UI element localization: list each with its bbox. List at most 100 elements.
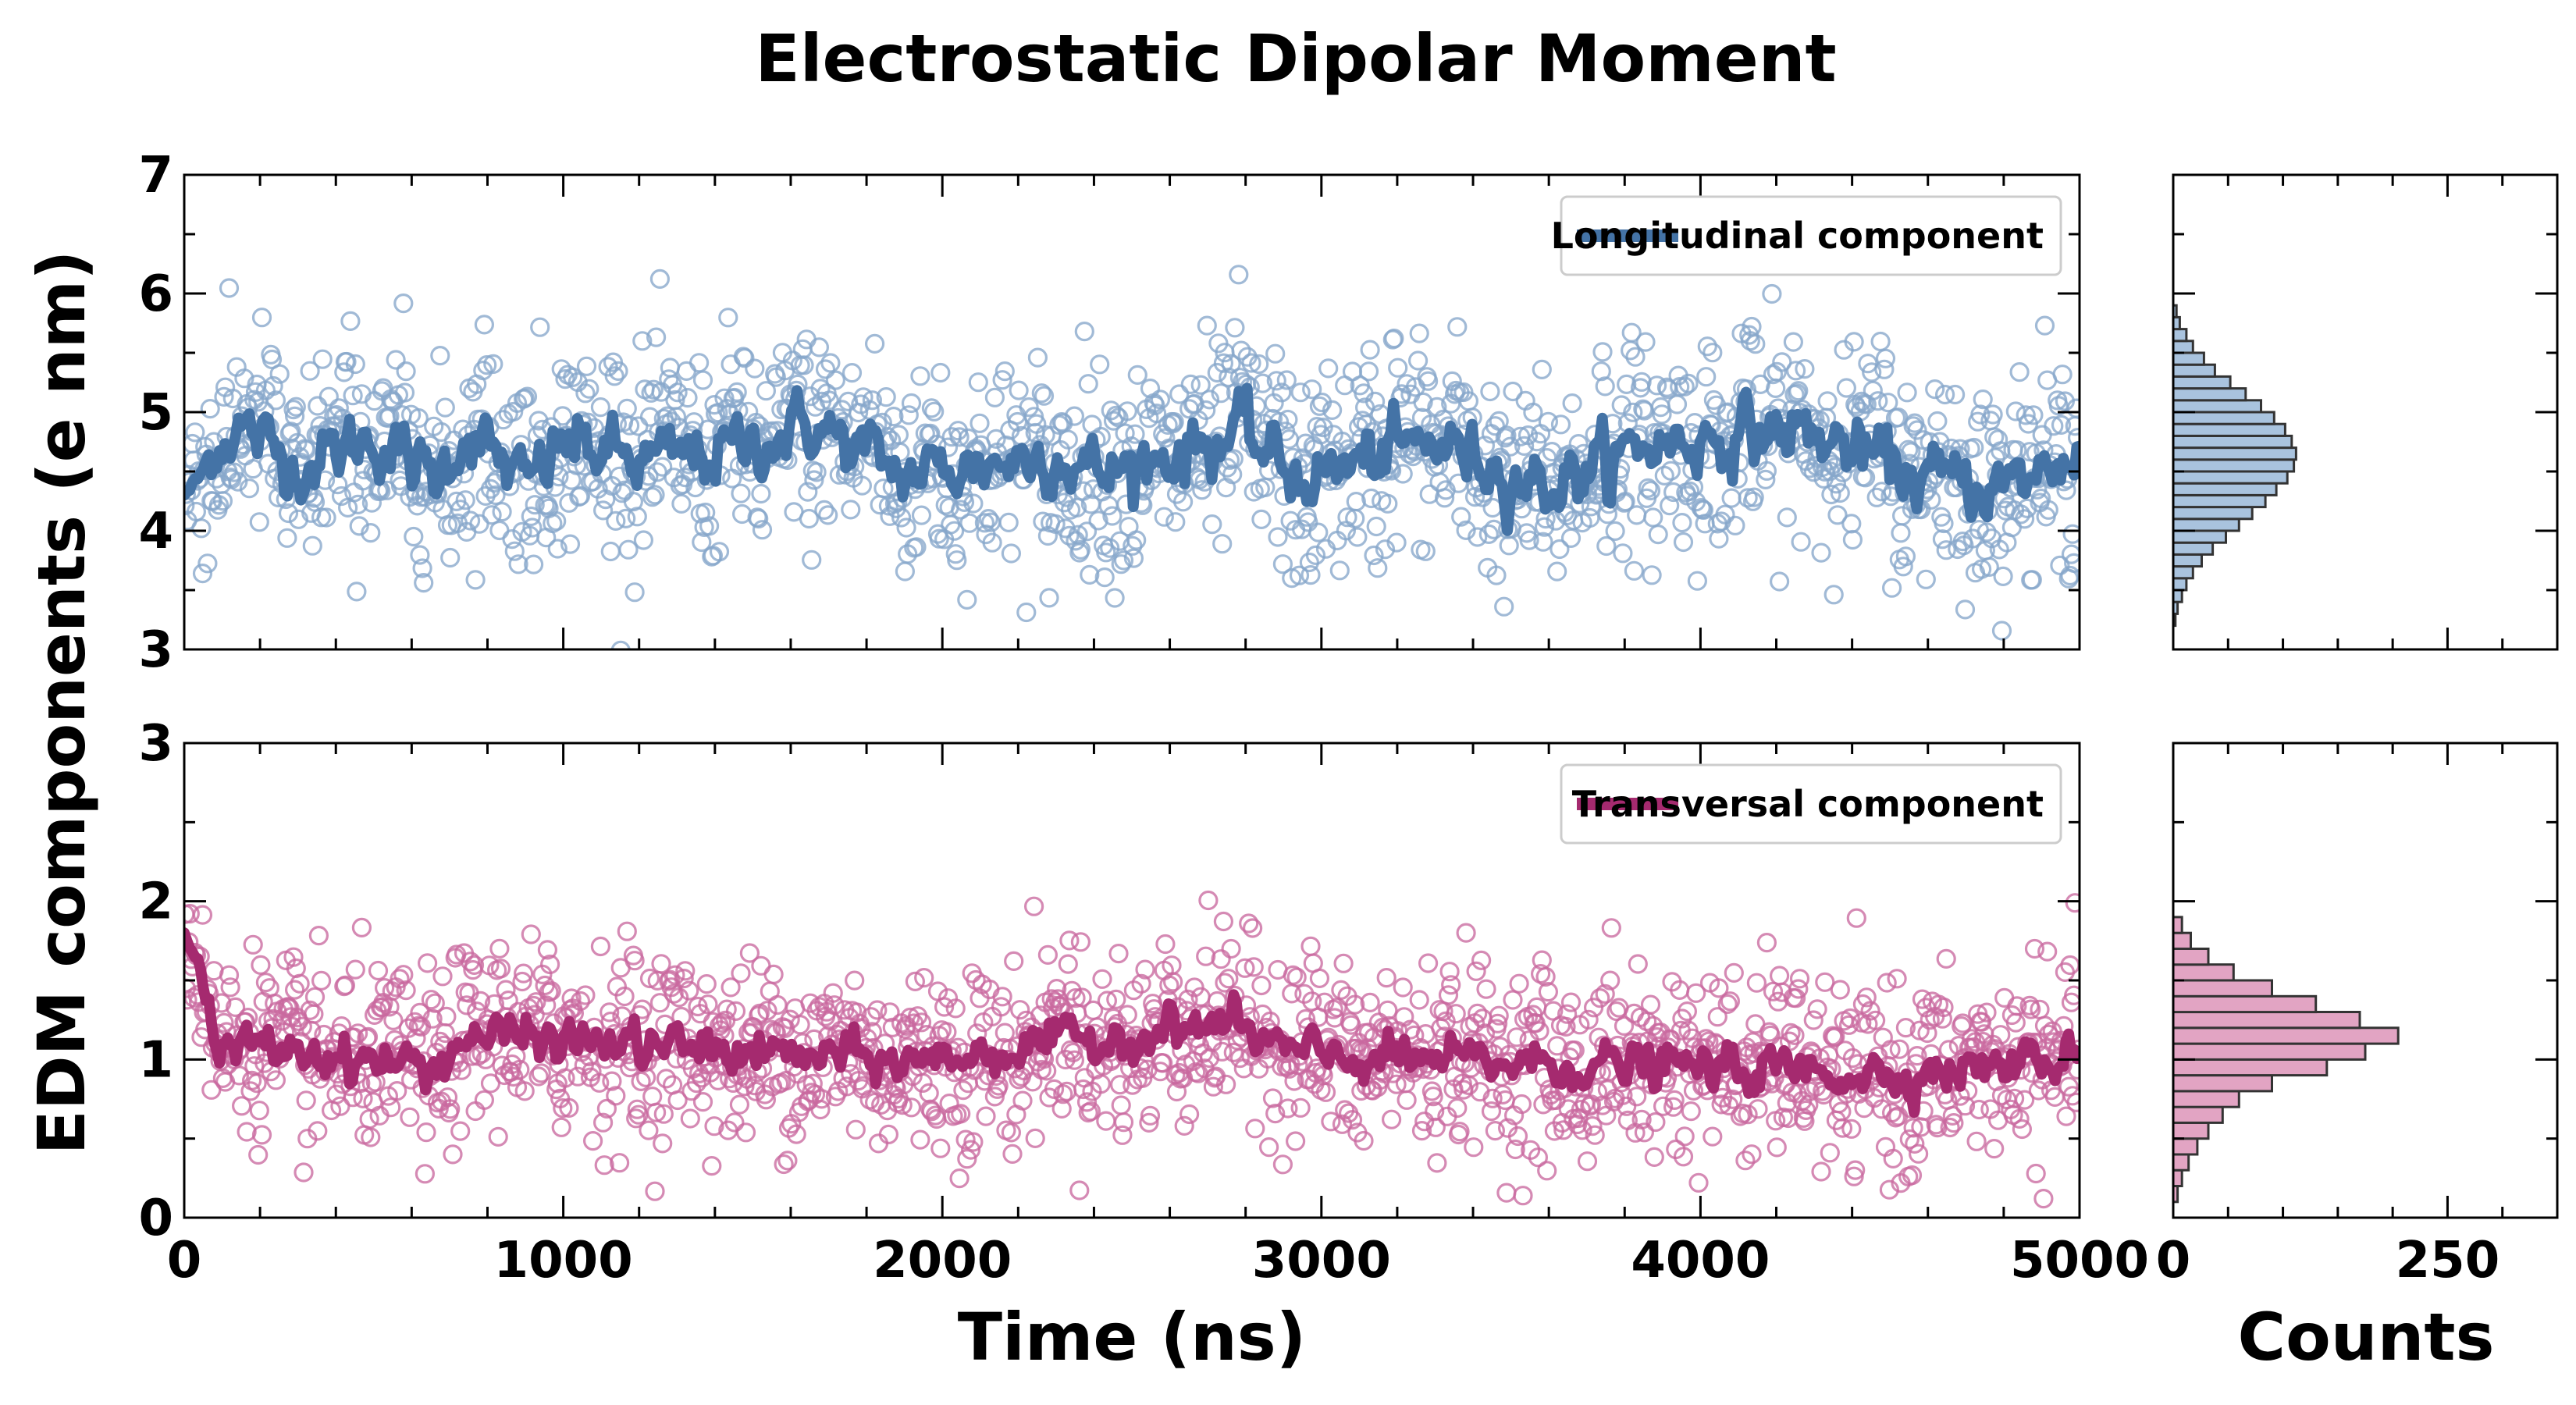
scatter-point <box>1841 1119 1862 1139</box>
scatter-point <box>1756 932 1777 953</box>
scatter-point <box>930 1138 951 1158</box>
scatter-point <box>312 349 333 369</box>
scatter-point <box>504 541 525 561</box>
scatter-point <box>757 1001 777 1021</box>
scatter-point <box>1066 497 1087 518</box>
scatter-point <box>1409 323 1429 343</box>
scatter-point <box>200 398 220 419</box>
scatter-point <box>318 386 339 407</box>
scatter-point <box>1709 978 1729 998</box>
scatter-point <box>1557 1004 1578 1024</box>
scatter-point <box>1066 987 1086 1008</box>
scatter-point <box>960 1140 981 1160</box>
scatter-point <box>1446 1004 1466 1024</box>
scatter-point <box>1907 1045 1927 1066</box>
scatter-point <box>1976 1002 1997 1023</box>
scatter-point <box>898 405 919 425</box>
scatter-point <box>720 977 741 998</box>
scatter-point <box>799 508 820 529</box>
scatter-point <box>1249 354 1269 375</box>
scatter-point <box>1892 506 1912 526</box>
scatter-point <box>1091 1074 1111 1094</box>
scatter-point <box>1568 433 1589 454</box>
scatter-point <box>646 327 667 347</box>
scatter-point <box>876 387 896 407</box>
scatter-point <box>1503 381 1523 402</box>
y-tick-label: 3 <box>138 621 173 679</box>
scatter-point <box>767 994 788 1016</box>
scatter-point <box>725 1001 746 1022</box>
scatter-point <box>1063 1042 1083 1063</box>
scatter-point <box>1720 991 1740 1012</box>
longitudinal_hist-panel <box>2172 173 2559 651</box>
scatter-point <box>1767 361 1787 382</box>
scatter-point <box>576 356 597 376</box>
scatter-point <box>1846 908 1866 928</box>
scatter-point <box>1936 540 1956 560</box>
scatter-point <box>1053 1084 1073 1104</box>
scatter-point <box>1409 990 1429 1010</box>
hist-bar <box>2172 529 2227 544</box>
scatter-point <box>1991 1085 2012 1106</box>
hist-bar <box>2172 518 2240 532</box>
scatter-point <box>645 1181 665 1201</box>
scatter-point <box>924 401 945 422</box>
scatter-point <box>1215 973 1235 993</box>
scatter-point <box>1140 1105 1161 1126</box>
scatter-point <box>632 331 653 351</box>
scatter-point <box>1378 1000 1398 1020</box>
scatter-point <box>1756 461 1777 481</box>
scatter-point <box>1836 378 1856 398</box>
scatter-point <box>2024 938 2045 959</box>
scatter-point <box>957 589 977 610</box>
scatter-point <box>2013 667 2030 685</box>
y-tick-label: 2 <box>138 873 173 931</box>
scatter-point <box>1942 1105 1962 1126</box>
scatter-point <box>1360 340 1380 360</box>
scatter-point <box>1746 973 1767 993</box>
scatter-point <box>1693 500 1713 520</box>
scatter-point <box>1786 361 1806 381</box>
scatter-point <box>1358 361 1379 382</box>
scatter-point <box>1423 1087 1443 1107</box>
scatter-point <box>1448 473 1469 493</box>
scatter-point <box>285 980 305 1000</box>
scatter-point <box>283 399 304 420</box>
scatter-point <box>1627 505 1647 525</box>
scatter-point <box>1016 602 1037 623</box>
scatter-point <box>937 1022 957 1042</box>
scatter-point <box>1856 987 1877 1008</box>
scatter-point <box>579 379 600 399</box>
scatter-point <box>1450 1122 1470 1142</box>
scatter-point <box>1425 1117 1446 1137</box>
scatter-point <box>1096 1111 1116 1131</box>
scatter-point <box>1207 362 1227 383</box>
hist-bar <box>2172 553 2203 568</box>
scatter-point <box>906 537 927 557</box>
scatter-point <box>450 1121 471 1141</box>
scatter-point <box>1456 923 1476 943</box>
scatter-point <box>1366 516 1386 537</box>
scatter-point <box>1360 992 1380 1013</box>
scatter-point <box>1964 437 1984 458</box>
scatter-point <box>528 1066 549 1087</box>
scatter-point <box>2056 480 2076 500</box>
scatter-point <box>2011 504 2031 525</box>
scatter-point <box>1617 374 1637 394</box>
scatter-point <box>2050 555 2070 576</box>
scatter-point <box>290 973 310 994</box>
scatter-point <box>345 959 365 980</box>
scatter-point <box>1376 967 1397 988</box>
scatter-point <box>1902 1165 1923 1186</box>
scatter-point <box>676 361 697 381</box>
hist-bar <box>2172 363 2216 378</box>
scatter-point <box>1012 1090 1033 1111</box>
scatter-point <box>396 361 416 382</box>
scatter-point <box>1781 1023 1801 1044</box>
scatter-point <box>1976 522 1997 542</box>
scatter-point <box>626 1108 646 1129</box>
scatter-point <box>1983 404 2003 425</box>
scatter-point <box>560 534 581 554</box>
scatter-point <box>526 992 546 1012</box>
scatter-point <box>802 550 822 570</box>
